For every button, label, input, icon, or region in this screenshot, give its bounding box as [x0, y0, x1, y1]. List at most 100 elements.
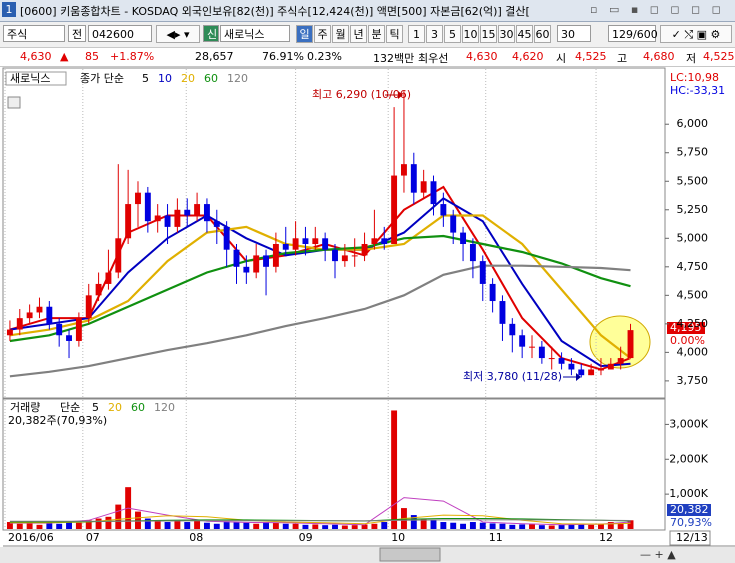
period-button[interactable]: 년: [350, 25, 367, 43]
interval-button[interactable]: 10: [462, 25, 479, 43]
count[interactable]: 129/600: [608, 25, 658, 42]
window-icons[interactable]: ▫ ▭ ▪ ◻ ◻ ◻ ◻: [590, 3, 725, 16]
candle-body: [95, 283, 102, 296]
period-button[interactable]: 주: [314, 25, 331, 43]
candle-body: [26, 312, 33, 319]
period-button[interactable]: 월: [332, 25, 349, 43]
candle-body: [588, 369, 595, 376]
volume-bar: [450, 522, 457, 529]
candle-body: [105, 272, 112, 284]
volume-bar: [194, 520, 201, 529]
candle-body: [302, 238, 309, 244]
candle-body: [499, 301, 506, 324]
volume-bar: [509, 524, 516, 529]
volume-bar: [420, 518, 427, 529]
candle-body: [292, 238, 299, 250]
app-icon: 1: [2, 2, 16, 17]
prefix[interactable]: 전: [68, 25, 86, 42]
y-tick-label: 4,250: [677, 317, 709, 330]
interval-button[interactable]: 30: [498, 25, 515, 43]
price: 4,630: [20, 50, 52, 63]
candle-body: [460, 232, 467, 244]
candle-body: [253, 255, 260, 273]
interval-button[interactable]: 60: [534, 25, 551, 43]
candle-body: [312, 238, 319, 244]
candle-body: [233, 249, 240, 267]
candle-body: [607, 363, 614, 370]
legend-label: 종가 단순: [80, 72, 124, 85]
interval-select[interactable]: 30: [557, 25, 591, 42]
volume-bar: [253, 523, 260, 529]
stock-name[interactable]: 새로닉스: [220, 25, 290, 42]
market-select[interactable]: 주식: [3, 25, 65, 42]
stock-label: 새로닉스: [10, 72, 50, 85]
volume-bar: [203, 522, 210, 529]
low: 4,525: [703, 50, 735, 63]
volume-bar: [529, 524, 535, 529]
candle-body: [75, 318, 82, 341]
volume-bar: [263, 522, 269, 529]
period-button[interactable]: 일: [296, 25, 313, 43]
candle-body: [125, 204, 132, 239]
candle-body: [272, 244, 279, 267]
candle-body: [371, 238, 378, 244]
ask: 4,630: [466, 50, 498, 63]
legend-entry: 120: [227, 72, 248, 85]
volume-bar: [499, 523, 506, 529]
legend-entry: 60: [131, 401, 145, 414]
tool-icons[interactable]: ✓ ⤭ ▣ ⚙: [660, 25, 732, 43]
chart: 새로닉스 종가 단순 거래량 단순 20,382주(70,93%) LC:10,…: [0, 67, 735, 563]
volume-bar: [154, 520, 161, 529]
volume-bar: [312, 524, 319, 529]
interval-button[interactable]: 5: [444, 25, 461, 43]
volume-bar: [469, 522, 476, 529]
legend-label: 단순: [60, 401, 80, 414]
volume-bar: [322, 525, 329, 529]
low-label: 저: [686, 52, 697, 65]
volume-bar: [66, 522, 72, 529]
settings-icon[interactable]: [7, 96, 21, 109]
period-button[interactable]: 분: [368, 25, 385, 43]
interval-button[interactable]: 3: [426, 25, 443, 43]
code-input[interactable]: 042600: [88, 25, 152, 42]
x-tick-label: 2016/06: [8, 531, 54, 544]
scrollbar[interactable]: [0, 547, 735, 563]
period-button[interactable]: 틱: [386, 25, 403, 43]
volume: 28,657: [195, 50, 234, 63]
volume-bar: [292, 523, 299, 529]
y-tick-label: 4,750: [677, 260, 709, 273]
volume-bar: [105, 516, 112, 529]
interval-button[interactable]: 15: [480, 25, 497, 43]
nav-buttons[interactable]: ◀▸ ▾: [156, 25, 200, 43]
x-tick-label: 12: [599, 531, 613, 544]
volume-bar: [627, 520, 634, 529]
volume-bar: [479, 522, 486, 529]
volume-bar: [332, 524, 338, 529]
y-tick-label: 5,750: [677, 146, 709, 159]
candle-body: [115, 238, 122, 273]
scroll-thumb[interactable]: [379, 547, 441, 562]
legend-entry: 20: [181, 72, 195, 85]
volume-bar: [46, 523, 53, 529]
interval-button[interactable]: 1: [408, 25, 425, 43]
volume-bar: [243, 522, 250, 529]
candle-body: [410, 164, 417, 193]
interval-button[interactable]: 45: [516, 25, 533, 43]
candle-body: [420, 181, 427, 193]
candle-body: [194, 204, 201, 216]
candle-body: [440, 204, 447, 216]
y-tick-label: 1,000K: [669, 487, 708, 500]
candle-body: [391, 175, 398, 244]
title-bar: 1 [0600] 키움종합차트 - KOSDAQ 외국인보유[82(천)] 주식…: [0, 0, 735, 22]
arrow: ▲: [60, 50, 69, 63]
candle-body: [479, 261, 486, 284]
candle-body: [263, 255, 269, 267]
volume-bar: [460, 523, 467, 529]
volume-bar: [223, 521, 230, 529]
zoom-controls[interactable]: — + ▲: [640, 548, 676, 561]
candle-body: [154, 215, 161, 222]
volume-bar: [607, 522, 614, 529]
cursor-date: 12/13: [676, 531, 708, 544]
candle-body: [519, 335, 526, 347]
volume-bar: [95, 518, 102, 529]
